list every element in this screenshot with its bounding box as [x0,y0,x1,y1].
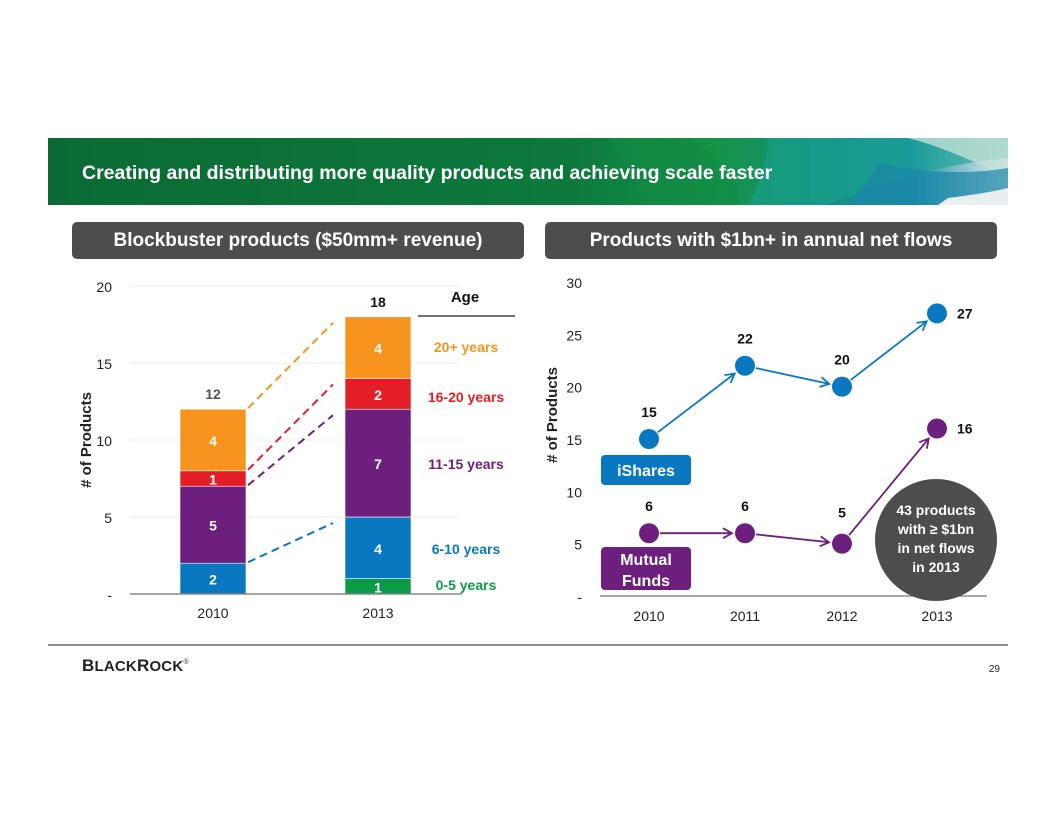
arrowhead [918,437,930,449]
x-tick-label: 2013 [921,608,952,624]
x-tick-label: 2012 [826,608,857,624]
data-label: 20 [834,352,850,368]
series-arrow-line [850,320,928,381]
data-point [927,303,947,324]
series-label-ishares: iShares [617,463,675,480]
segment-value-label: 1 [374,579,382,595]
y-axis-label: # of Products [78,392,95,488]
y-axis-label: # of Products [544,367,561,463]
y-tick-label: 5 [104,510,112,526]
y-tick-label: 30 [566,275,582,291]
arrowhead [819,535,831,548]
data-point [639,429,659,449]
x-tick-label: 2013 [362,605,393,621]
arrowhead [916,320,929,332]
data-label: 15 [641,404,657,420]
segment-value-label: 7 [374,456,382,472]
y-tick-label: 20 [566,380,582,396]
left-panel-header: Blockbuster products ($50mm+ revenue) [72,222,524,259]
data-point [832,533,852,554]
bar-segment [179,485,247,564]
series-label-box-mutual-funds [601,547,691,590]
segment-value-label: 4 [209,433,217,449]
series-arrow-line [755,533,830,544]
x-tick-label: 2011 [730,608,760,624]
cohort-connector-line [247,322,334,409]
slide-title: Creating and distributing more quality p… [82,162,773,184]
x-tick-label: 2010 [197,605,228,621]
y-tick-label: - [107,587,112,603]
data-label: 16 [957,421,973,437]
legend-entry: 16-20 years [428,389,505,405]
data-label: 22 [737,331,753,347]
segment-value-label: 5 [209,518,217,534]
callout-text: in 2013 [912,559,960,575]
y-tick-label: - [577,589,582,605]
cohort-connector-line [247,414,334,486]
series-arrow-line [848,437,930,536]
y-tick-label: 15 [96,356,112,372]
page-number: 29 [988,664,1000,675]
y-tick-label: 15 [566,432,582,448]
data-label: 6 [741,498,749,514]
data-point [735,523,755,544]
legend-title: Age [451,289,479,306]
bar-segment [179,562,247,595]
y-tick-label: 25 [566,327,582,343]
data-point [639,523,659,544]
bar-segment [344,408,412,518]
bar-total-label: 18 [370,294,386,310]
segment-value-label: 4 [374,541,382,557]
y-tick-label: 5 [574,537,582,553]
bar-segment [179,408,247,472]
y-tick-label: 10 [96,433,112,449]
arrowhead [724,372,737,384]
callout-bubble [875,479,997,601]
legend-entry: 0-5 years [436,577,497,593]
data-point [832,376,852,397]
cohort-connector-line [247,522,334,564]
legend-entry: 6-10 years [432,541,501,557]
right-panel-header: Products with $1bn+ in annual net flows [545,222,997,259]
arrowhead [819,376,832,388]
data-label: 5 [838,505,846,521]
segment-value-label: 2 [209,572,217,588]
bar-segment [344,378,412,410]
legend-entry: 20+ years [434,339,498,355]
series-label-mutual-funds: Funds [622,573,670,590]
data-point [735,355,755,376]
cohort-connector-line [247,383,334,471]
blackrock-logo: BLACKROCK® [82,656,189,675]
data-label: 27 [957,305,973,321]
banner-decoration [608,138,1008,205]
callout-text: with ≥ $1bn [897,521,974,537]
segment-value-label: 2 [374,387,382,403]
bar-segment [344,516,412,579]
legend-entry: 11-15 years [428,456,504,472]
bar-segment [344,316,412,379]
data-point [927,418,947,439]
segment-value-label: 4 [374,341,382,357]
y-tick-label: 10 [566,484,582,500]
segment-value-label: 1 [209,472,217,488]
callout-text: in net flows [898,540,975,556]
blockbuster-stacked-bar-chart: - 5 10 15 20 # of Products 2 5 1 4 12 2010 1 4 7 2 4 18 20… [78,279,515,621]
y-tick-label: 20 [96,279,112,295]
series-label-box-ishares [601,455,691,485]
callout-text: 43 products [896,502,976,518]
title-banner: Creating and distributing more quality p… [48,138,1008,205]
x-tick-label: 2010 [633,608,664,624]
data-label: 6 [645,498,653,514]
series-label-mutual-funds: Mutual [620,552,672,569]
series-arrow-line [755,367,830,385]
bar-total-label: 12 [205,386,221,402]
series-arrow-line [657,372,736,434]
arrowhead [722,527,734,539]
footer-divider [48,644,1008,646]
